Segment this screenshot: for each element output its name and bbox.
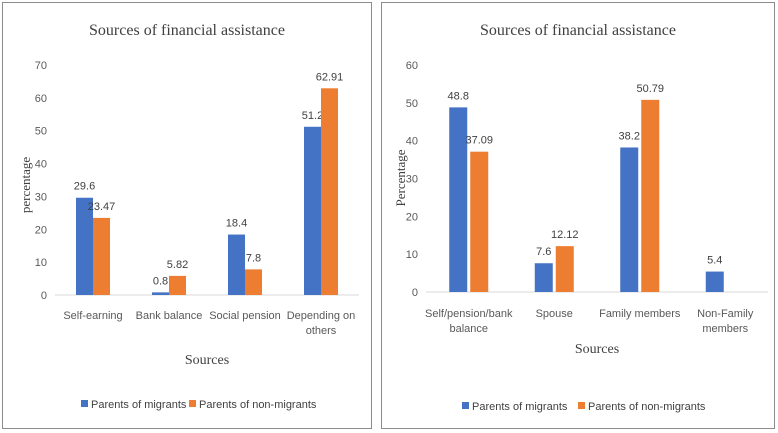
c1-legend-label-2: Parents of non-migrants bbox=[588, 401, 706, 413]
chart-right: Sources of financial assistance 0 10 20 30 40… bbox=[393, 22, 768, 413]
c0-y-tick-label: 0 bbox=[41, 290, 47, 302]
c0-bar-series1-cat1 bbox=[76, 197, 93, 295]
c0-data-label: 7.8 bbox=[246, 252, 261, 264]
c0-category-label: Depending on bbox=[287, 310, 356, 322]
c0-y-tick-label: 60 bbox=[35, 93, 47, 105]
c0-y-tick-label: 30 bbox=[35, 191, 47, 203]
c0-bar-series2-cat1 bbox=[93, 217, 110, 295]
c0-bar-series1-cat2 bbox=[152, 292, 169, 295]
c1-category-label: Family members bbox=[599, 308, 681, 320]
c0-category-label: Social pension bbox=[209, 310, 281, 322]
c0-data-label: 51.2 bbox=[302, 110, 323, 122]
c0-y-tick-label: 10 bbox=[35, 257, 47, 269]
c0-bar-series2-cat4 bbox=[321, 88, 338, 295]
c1-legend-swatch-2 bbox=[578, 402, 585, 409]
c0-category-label: Self-earning bbox=[63, 310, 122, 322]
c1-chart-title: Sources of financial assistance bbox=[480, 22, 676, 39]
c0-data-label: 0.8 bbox=[153, 275, 168, 287]
c1-bar-series2-cat2 bbox=[555, 246, 574, 292]
c1-data-label: 7.6 bbox=[536, 246, 551, 258]
c0-data-label: 18.4 bbox=[226, 218, 247, 230]
c1-legend-label-1: Parents of migrants bbox=[472, 401, 568, 413]
chart-panel-right: Sources of financial assistance 0 10 20 30 40… bbox=[381, 2, 775, 429]
c1-bar-series1-cat1 bbox=[449, 107, 468, 292]
c1-category-label: balance bbox=[449, 323, 488, 335]
c0-legend-swatch-1 bbox=[81, 400, 88, 407]
c1-data-label: 48.8 bbox=[448, 90, 469, 102]
c0-y-tick-label: 20 bbox=[35, 224, 47, 236]
c0-data-label: 62.91 bbox=[316, 71, 344, 83]
c1-category-label: Self/pension/bank bbox=[425, 308, 513, 320]
c0-data-label: 23.47 bbox=[88, 201, 116, 213]
c0-bar-series2-cat2 bbox=[169, 275, 186, 295]
c1-y-tick-label: 10 bbox=[406, 249, 418, 261]
c1-y-tick-label: 60 bbox=[406, 60, 418, 72]
c1-bar-series1-cat2 bbox=[534, 263, 553, 292]
c0-category-label: others bbox=[306, 325, 337, 337]
c1-data-label: 5.4 bbox=[707, 255, 722, 267]
c0-bar-series1-cat3 bbox=[228, 234, 245, 295]
c1-bar-series2-cat1 bbox=[470, 151, 489, 292]
c1-category-label: Spouse bbox=[536, 308, 573, 320]
c1-y-axis-label: Percentage bbox=[393, 149, 408, 206]
c1-y-tick-label: 0 bbox=[412, 287, 418, 299]
chart-panel-left: Sources of financial assistance 0 10 20 30 40… bbox=[2, 2, 372, 429]
c1-data-label: 38.2 bbox=[619, 130, 640, 142]
c1-bar-series2-cat3 bbox=[641, 99, 660, 292]
c0-y-tick-label: 50 bbox=[35, 126, 47, 138]
c1-y-tick-label: 40 bbox=[406, 136, 418, 148]
c1-bar-series1-cat4 bbox=[705, 271, 724, 292]
c0-legend-label-2: Parents of non-migrants bbox=[199, 399, 317, 411]
c0-y-axis-label: percentage bbox=[18, 157, 33, 214]
c1-data-label: 12.12 bbox=[551, 229, 579, 241]
c0-data-label: 5.82 bbox=[167, 259, 188, 271]
c1-data-label: 50.79 bbox=[636, 83, 664, 95]
c1-y-tick-label: 50 bbox=[406, 98, 418, 110]
c1-x-axis-label: Sources bbox=[575, 342, 619, 357]
c1-legend-swatch-1 bbox=[462, 402, 469, 409]
c0-data-label: 29.6 bbox=[74, 181, 95, 193]
c0-legend-swatch-2 bbox=[189, 400, 196, 407]
c0-category-label: Bank balance bbox=[136, 310, 203, 322]
c1-bar-series1-cat3 bbox=[620, 147, 639, 292]
c0-y-tick-label: 40 bbox=[35, 159, 47, 171]
c1-data-label: 37.09 bbox=[465, 135, 493, 147]
c1-category-label: Non-Family bbox=[697, 308, 754, 320]
c0-legend-label-1: Parents of migrants bbox=[91, 399, 187, 411]
c0-bar-series2-cat3 bbox=[245, 269, 262, 295]
c0-bar-series1-cat4 bbox=[304, 126, 321, 296]
c1-y-tick-label: 20 bbox=[406, 211, 418, 223]
c1-category-label: members bbox=[702, 323, 748, 335]
c0-chart-title: Sources of financial assistance bbox=[89, 22, 285, 39]
c0-x-axis-label: Sources bbox=[185, 353, 229, 368]
chart-left: Sources of financial assistance 0 10 20 30 40… bbox=[18, 22, 359, 411]
c0-y-tick-label: 70 bbox=[35, 60, 47, 72]
c1-y-tick-label: 30 bbox=[406, 174, 418, 186]
